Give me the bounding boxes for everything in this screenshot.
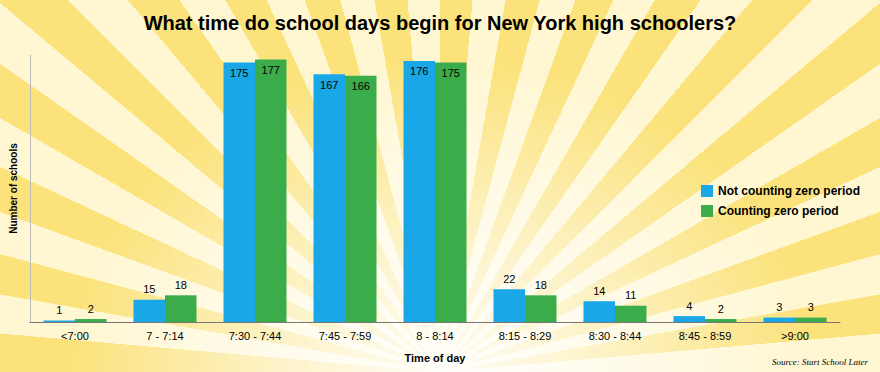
svg-text:2: 2	[88, 303, 94, 315]
svg-text:Source: Start School Later: Source: Start School Later	[772, 357, 868, 367]
svg-text:Counting zero period: Counting zero period	[718, 204, 839, 218]
svg-text:177: 177	[262, 64, 280, 76]
svg-text:8 - 8:14: 8 - 8:14	[416, 330, 453, 342]
svg-text:166: 166	[352, 80, 370, 92]
svg-text:7 - 7:14: 7 - 7:14	[146, 330, 183, 342]
svg-text:175: 175	[442, 67, 460, 79]
svg-text:3: 3	[808, 301, 814, 313]
svg-text:7:30 - 7:44: 7:30 - 7:44	[229, 330, 282, 342]
svg-text:8:15 - 8:29: 8:15 - 8:29	[499, 330, 552, 342]
svg-text:3: 3	[776, 301, 782, 313]
svg-text:14: 14	[593, 285, 605, 297]
svg-text:18: 18	[535, 279, 547, 291]
svg-text:Time of day: Time of day	[405, 352, 467, 364]
svg-text:>9:00: >9:00	[781, 330, 809, 342]
svg-text:Number of schools: Number of schools	[8, 143, 19, 234]
svg-text:Not counting zero period: Not counting zero period	[718, 184, 860, 198]
svg-text:2: 2	[718, 303, 724, 315]
svg-text:18: 18	[175, 279, 187, 291]
svg-text:<7:00: <7:00	[61, 330, 89, 342]
svg-text:7:45 - 7:59: 7:45 - 7:59	[319, 330, 372, 342]
svg-text:175: 175	[230, 67, 248, 79]
svg-text:11: 11	[625, 289, 636, 301]
svg-text:8:30 - 8:44: 8:30 - 8:44	[589, 330, 642, 342]
svg-text:1: 1	[56, 304, 62, 316]
svg-text:15: 15	[143, 283, 155, 295]
svg-text:What time do school days begin: What time do school days begin for New Y…	[144, 12, 737, 34]
svg-text:176: 176	[410, 65, 428, 77]
svg-text:167: 167	[320, 79, 338, 91]
svg-text:8:45 - 8:59: 8:45 - 8:59	[679, 330, 732, 342]
svg-text:22: 22	[503, 273, 515, 285]
svg-text:4: 4	[686, 300, 692, 312]
